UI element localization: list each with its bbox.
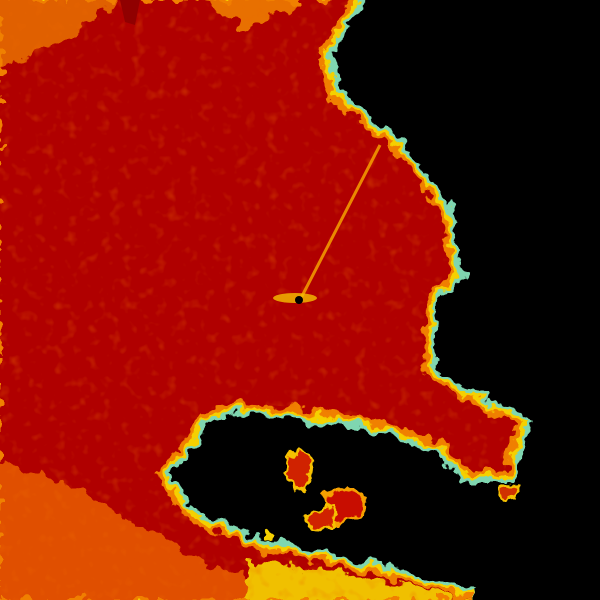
cell-4 <box>498 483 522 501</box>
site-clutter <box>273 293 317 303</box>
cell-5 <box>264 530 276 540</box>
radar-spike <box>298 144 382 301</box>
cell-1 <box>323 487 367 523</box>
cell-2 <box>288 446 312 494</box>
radar-site-dot-icon <box>295 296 303 304</box>
cell-3 <box>302 508 338 532</box>
dark-streak <box>120 0 140 25</box>
